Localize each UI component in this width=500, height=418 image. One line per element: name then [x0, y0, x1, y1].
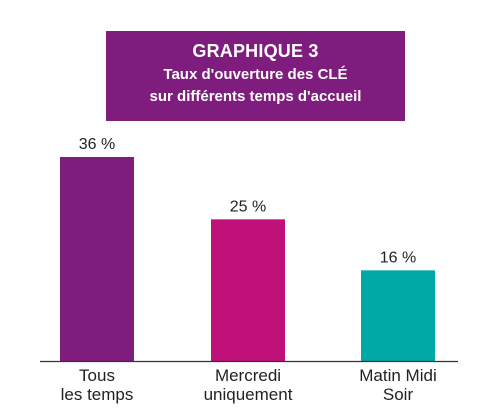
value-label-3: 16 % [380, 249, 416, 266]
bar-2 [211, 219, 285, 361]
category-label-3-line-1: Matin Midi [359, 366, 436, 385]
value-label-2: 25 % [230, 198, 266, 215]
category-label-1-line-2: les temps [61, 385, 134, 404]
chart-title-box: GRAPHIQUE 3 Taux d'ouverture des CLÉ sur… [106, 31, 405, 121]
bar-1 [60, 157, 134, 361]
category-label-3-line-2: Soir [383, 385, 414, 404]
category-label-2-line-1: Mercredi [215, 366, 281, 385]
category-label-2-line-2: uniquement [204, 385, 293, 404]
chart-subtitle-line-1: Taux d'ouverture des CLÉ [163, 66, 348, 83]
bar-3 [361, 270, 435, 361]
category-label-1-line-1: Tous [79, 366, 115, 385]
value-label-1: 36 % [79, 136, 115, 153]
chart-heading: GRAPHIQUE 3 [192, 41, 319, 61]
chart-subtitle-line-2: sur différents temps d'accueil [149, 88, 362, 105]
